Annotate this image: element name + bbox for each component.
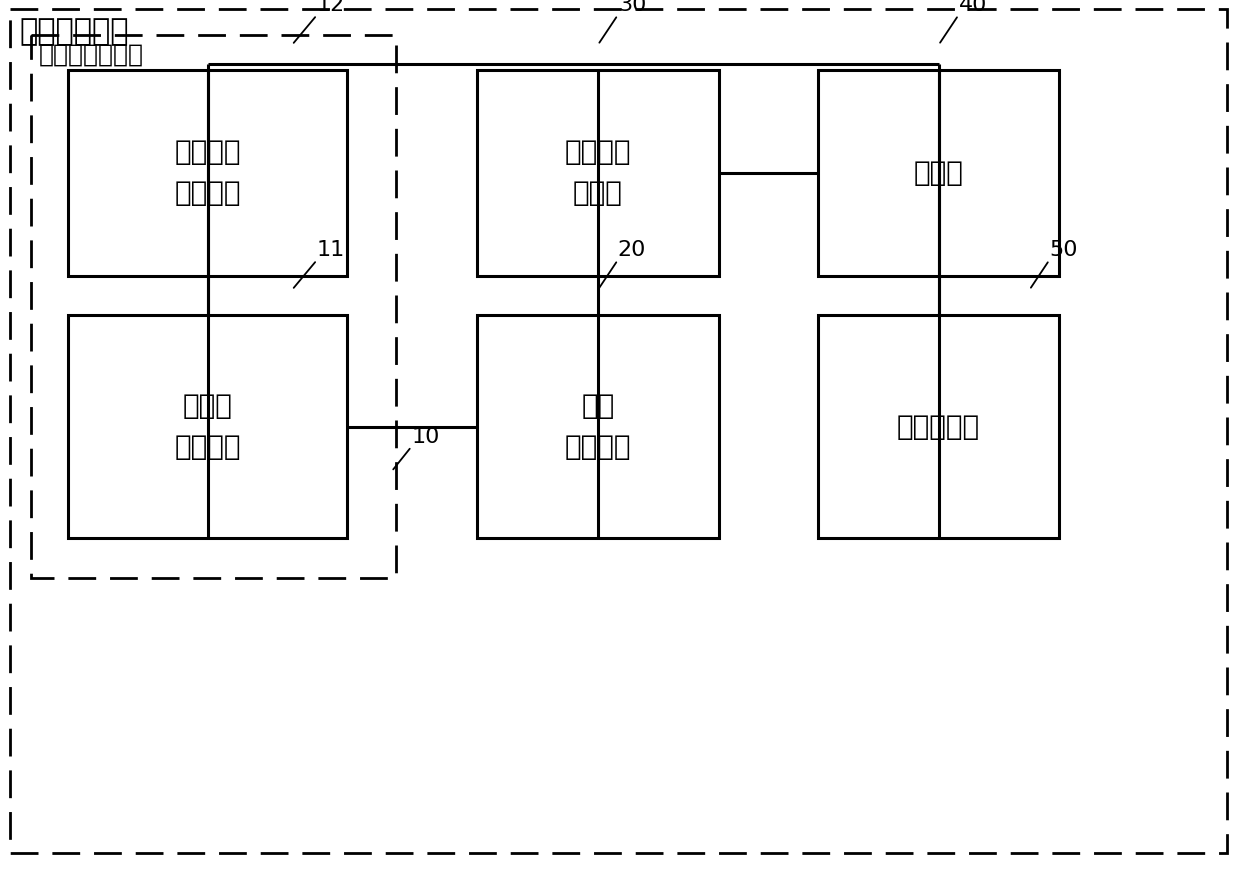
Bar	[818, 315, 1059, 538]
Text: 10: 10	[411, 426, 440, 446]
Text: 发动机控制单元: 发动机控制单元	[38, 43, 144, 67]
Bar	[68, 70, 347, 276]
Text: 节温器
控制模块: 节温器 控制模块	[175, 392, 240, 461]
Text: 20: 20	[618, 240, 647, 260]
Text: 节温阀: 节温阀	[913, 158, 964, 186]
Bar	[818, 70, 1059, 276]
Text: 11: 11	[317, 240, 346, 260]
Text: 直流电机
控制模块: 直流电机 控制模块	[175, 138, 240, 207]
Bar	[31, 35, 396, 578]
Bar	[68, 315, 347, 538]
Text: 30: 30	[618, 0, 647, 15]
Text: 直流电机
执行器: 直流电机 执行器	[565, 138, 631, 207]
Text: 电机
驱动电路: 电机 驱动电路	[565, 392, 631, 461]
Text: 50: 50	[1049, 240, 1078, 260]
Text: 温度控制系统: 温度控制系统	[20, 17, 129, 46]
Bar	[477, 70, 719, 276]
Text: 40: 40	[959, 0, 987, 15]
Text: 位置传感器: 位置传感器	[897, 412, 980, 440]
Text: 12: 12	[317, 0, 346, 15]
Bar	[477, 315, 719, 538]
